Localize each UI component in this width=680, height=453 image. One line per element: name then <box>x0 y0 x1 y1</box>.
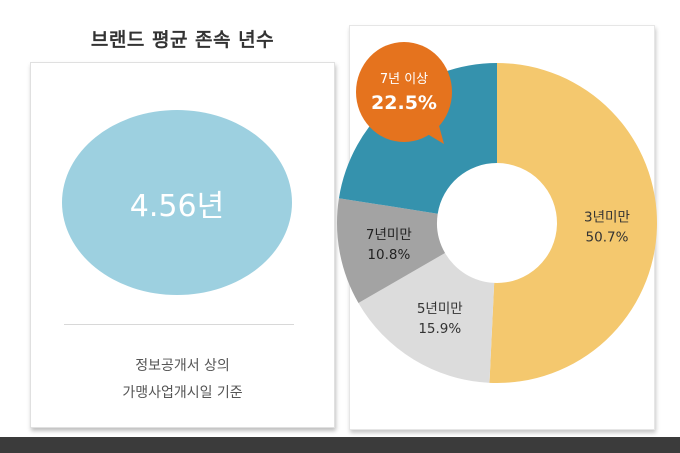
callout-value: 22.5% <box>371 92 437 114</box>
slice-5-years-under <box>358 253 495 383</box>
left-panel-title: 브랜드 평균 존속 년수 <box>90 29 275 51</box>
average-lifespan-ellipse <box>62 110 292 295</box>
callout-tail <box>424 122 444 144</box>
label-7-years-under-name: 7년미만 <box>366 227 412 243</box>
note-line-1: 정보공개서 상의 <box>135 358 230 374</box>
average-lifespan-value: 4.56년 <box>129 188 225 224</box>
label-5-years-under-name: 5년미만 <box>417 301 463 317</box>
note-line-2: 가맹사업개시일 기준 <box>122 385 243 401</box>
callout-bubble <box>356 42 452 142</box>
label-7-years-under-value: 10.8% <box>367 247 410 263</box>
divider <box>64 324 294 325</box>
label-5-years-under-value: 15.9% <box>418 321 461 337</box>
label-3-years-under-value: 50.7% <box>586 230 629 246</box>
callout-name: 7년 이상 <box>380 72 428 87</box>
bottom-bar <box>0 437 680 453</box>
label-3-years-under-name: 3년미만 <box>584 210 630 226</box>
slice-7-years-under <box>336 198 446 303</box>
slice-3-years-under <box>489 63 657 383</box>
